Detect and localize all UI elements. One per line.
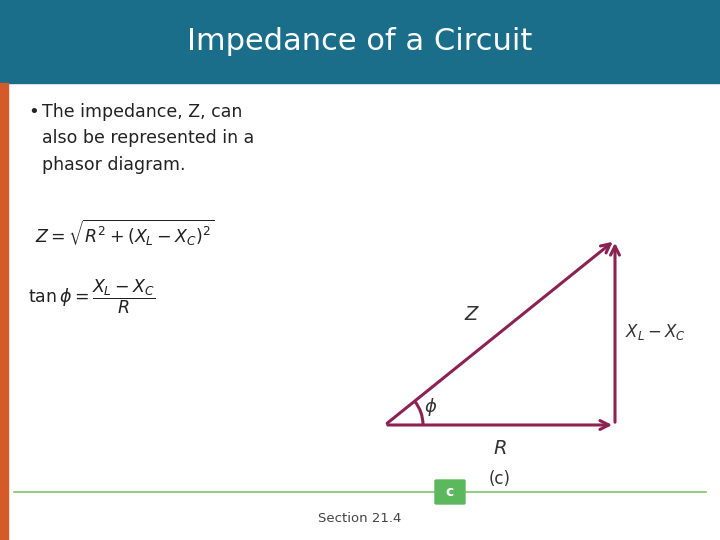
Text: The impedance, Z, can
also be represented in a
phasor diagram.: The impedance, Z, can also be represente… [42, 103, 254, 174]
Text: $\tan\phi = \dfrac{X_L - X_C}{R}$: $\tan\phi = \dfrac{X_L - X_C}{R}$ [28, 278, 156, 316]
Text: Section 21.4: Section 21.4 [318, 512, 402, 525]
Text: $Z = \sqrt{R^2 + (X_L - X_C)^2}$: $Z = \sqrt{R^2 + (X_L - X_C)^2}$ [35, 218, 215, 248]
Text: $Z$: $Z$ [464, 306, 480, 325]
Text: $\phi$: $\phi$ [424, 396, 438, 418]
Text: c: c [446, 485, 454, 499]
Bar [0, 83, 8, 540]
Text: (c): (c) [489, 470, 511, 488]
Text: $X_L-X_C$: $X_L-X_C$ [625, 322, 686, 342]
Text: Impedance of a Circuit: Impedance of a Circuit [187, 27, 533, 56]
Text: •: • [28, 103, 39, 121]
Bar [0, 0, 720, 83]
Text: $R$: $R$ [493, 439, 507, 458]
FancyBboxPatch shape [435, 480, 465, 504]
